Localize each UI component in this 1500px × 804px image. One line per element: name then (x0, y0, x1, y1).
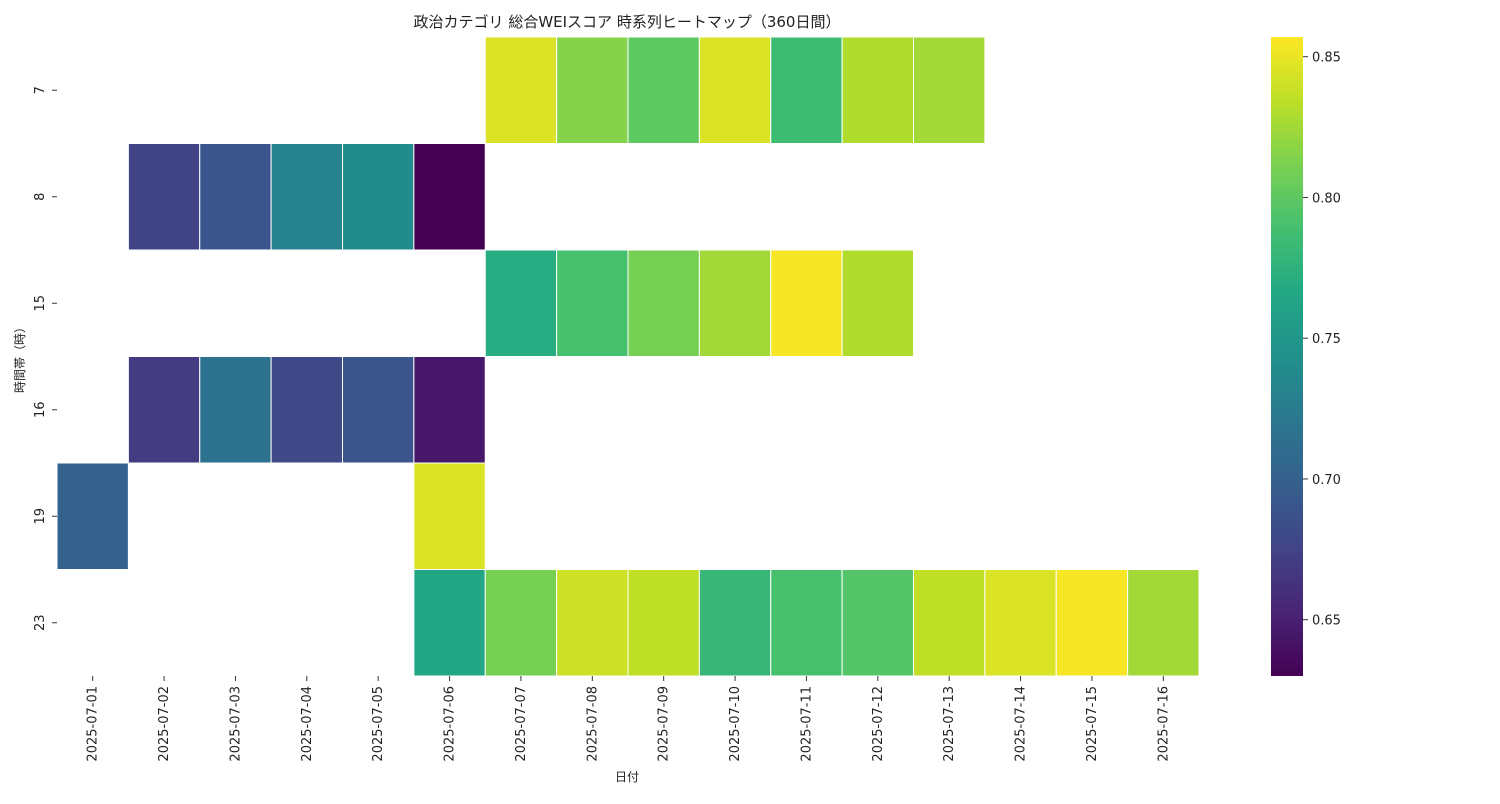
heatmap-cell (270, 356, 343, 464)
x-tick-label: 2025-07-16 (1156, 686, 1171, 762)
x-tick-label: 2025-07-08 (585, 686, 600, 762)
heatmap-cell (984, 569, 1057, 677)
heatmap-cell (413, 356, 486, 464)
heatmap-cell (627, 36, 700, 144)
x-tick-label: 2025-07-02 (157, 686, 172, 762)
heatmap-cell (199, 143, 272, 251)
heatmap-cell (698, 36, 772, 144)
heatmap-cell (484, 36, 558, 144)
heatmap-cell (556, 36, 629, 144)
heatmap-cell (841, 569, 914, 677)
colorbar: 0.65 0.70 0.75 0.80 0.85 (1271, 37, 1341, 676)
y-axis-label: 時間帯（時） (13, 321, 27, 393)
heatmap-cell (698, 569, 772, 677)
x-tick-label: 2025-07-14 (1014, 686, 1029, 762)
y-tick-label: 15 (33, 295, 48, 312)
y-tick-label: 7 (33, 86, 48, 94)
heatmap-cell (413, 143, 486, 251)
x-axis-label: 日付 (615, 770, 639, 784)
heatmap-cell (1127, 569, 1200, 677)
heatmap-cell (627, 249, 700, 357)
heatmap-cell (627, 569, 700, 677)
y-axis-ticks: 7 8 15 16 19 23 (33, 86, 57, 631)
heatmap-cell (199, 356, 272, 464)
x-tick-label: 2025-07-04 (300, 686, 315, 762)
x-tick-label: 2025-07-01 (86, 686, 101, 762)
x-tick-label: 2025-07-12 (871, 686, 886, 762)
heatmap-cell (913, 36, 986, 144)
heatmap-cell (698, 249, 772, 357)
colorbar-gradient (1271, 37, 1303, 676)
y-tick-label: 8 (33, 193, 48, 201)
x-axis-ticks: 2025-07-01 2025-07-02 2025-07-03 2025-07-04… (86, 676, 1171, 762)
y-tick-label: 19 (33, 508, 48, 525)
heatmap-cell (127, 143, 201, 251)
heatmap-cell (270, 143, 343, 251)
x-tick-label: 2025-07-06 (443, 686, 458, 762)
heatmap-cell (484, 249, 558, 357)
heatmap-cell (770, 36, 843, 144)
heatmap-cell (342, 143, 415, 251)
heatmap-cell (770, 569, 843, 677)
heatmap-cell (556, 569, 629, 677)
heatmap-cells (56, 36, 1200, 677)
heatmap-cell (841, 36, 914, 144)
heatmap-cell (413, 569, 486, 677)
heatmap-cell (1055, 569, 1129, 677)
colorbar-tick-label: 0.75 (1312, 332, 1341, 347)
heatmap-cell (484, 569, 558, 677)
heatmap-cell (127, 356, 201, 464)
y-tick-label: 23 (33, 614, 48, 631)
x-tick-label: 2025-07-15 (1085, 686, 1100, 762)
colorbar-tick-label: 0.85 (1312, 51, 1341, 66)
x-tick-label: 2025-07-11 (799, 686, 814, 762)
colorbar-tick-label: 0.80 (1312, 191, 1341, 206)
heatmap-cell (841, 249, 914, 357)
x-tick-label: 2025-07-09 (657, 686, 672, 762)
heatmap-cell (770, 249, 843, 357)
heatmap-cell (413, 462, 486, 570)
y-tick-label: 16 (33, 401, 48, 418)
colorbar-tick-label: 0.70 (1312, 473, 1341, 488)
x-tick-label: 2025-07-07 (514, 686, 529, 762)
heatmap-cell (556, 249, 629, 357)
chart-title: 政治カテゴリ 総合WEIスコア 時系列ヒートマップ（360日間） (414, 13, 841, 31)
heatmap-cell (342, 356, 415, 464)
heatmap-cell (56, 462, 129, 570)
x-tick-label: 2025-07-10 (728, 686, 743, 762)
x-tick-label: 2025-07-05 (371, 686, 386, 762)
x-tick-label: 2025-07-13 (942, 686, 957, 762)
x-tick-label: 2025-07-03 (228, 686, 243, 762)
colorbar-tick-label: 0.65 (1312, 614, 1341, 629)
heatmap-cell (913, 569, 986, 677)
